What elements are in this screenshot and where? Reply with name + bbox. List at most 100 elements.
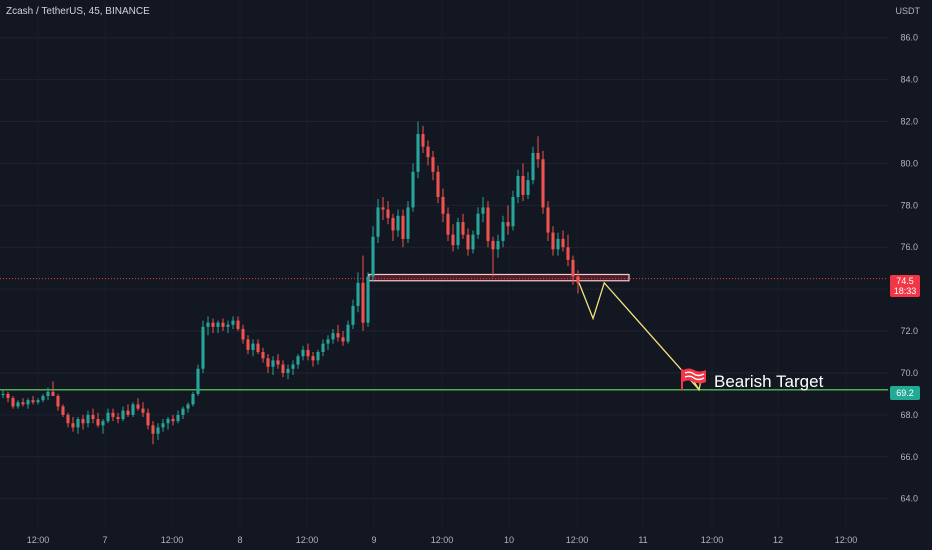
- candle-body: [146, 412, 150, 426]
- candle-body: [341, 337, 345, 342]
- candle-body: [96, 419, 100, 426]
- candle-body: [571, 259, 575, 277]
- chart-title: Zcash / TetherUS, 45, BINANCE: [6, 6, 150, 17]
- candle-body: [541, 159, 545, 208]
- candle-countdown: 18:33: [893, 286, 917, 296]
- x-tick-label: 11: [638, 535, 647, 545]
- current-price-tag: 74.5 18:33: [890, 275, 920, 297]
- candle-body: [481, 207, 485, 214]
- candle-body: [286, 368, 290, 373]
- currency-unit: USDT: [895, 6, 921, 16]
- y-tick-label: 82.0: [900, 117, 918, 127]
- candle-body: [216, 322, 220, 327]
- candle-body: [181, 408, 185, 415]
- candle-body: [576, 276, 580, 283]
- candle-body: [486, 207, 490, 241]
- candle-body: [301, 349, 305, 357]
- candle-body: [191, 393, 195, 405]
- candle-body: [226, 324, 230, 327]
- candle-body: [316, 352, 320, 361]
- candle-body: [446, 213, 450, 235]
- candle-body: [126, 410, 130, 415]
- candle-body: [241, 328, 245, 340]
- candle-body: [526, 180, 530, 195]
- x-tick-label: 12:00: [296, 535, 319, 545]
- candle-body: [296, 356, 300, 365]
- candle-body: [566, 247, 570, 260]
- x-tick-label: 12: [773, 535, 783, 545]
- candle-body: [376, 207, 380, 237]
- candle-body: [471, 234, 475, 250]
- candle-body: [496, 240, 500, 250]
- candle-body: [426, 146, 430, 158]
- candle-body: [161, 423, 165, 428]
- x-tick-label: 12:00: [835, 535, 858, 545]
- target-price-tag: 69.2: [890, 386, 920, 400]
- candle-body: [251, 343, 255, 350]
- x-tick-label: 12:00: [701, 535, 724, 545]
- candle-body: [466, 234, 470, 250]
- candle-body: [36, 400, 40, 403]
- candle-body: [391, 217, 395, 231]
- candle-body: [46, 391, 50, 396]
- candle-body: [256, 343, 260, 352]
- candle-body: [231, 320, 235, 325]
- candle-body: [356, 282, 360, 306]
- candle-body: [66, 414, 70, 424]
- candle-body: [156, 427, 160, 434]
- resistance-zone-box: [368, 273, 630, 282]
- x-tick-label: 7: [102, 535, 107, 545]
- candle-body: [421, 134, 425, 147]
- candle-body: [411, 171, 415, 208]
- candle-body: [41, 396, 45, 401]
- candle-body: [151, 425, 155, 434]
- candle-body: [431, 157, 435, 172]
- candle-body: [501, 222, 505, 241]
- candles: [1, 121, 580, 445]
- y-tick-label: 80.0: [900, 158, 918, 168]
- y-tick-label: 86.0: [900, 33, 918, 43]
- candle-body: [101, 421, 105, 426]
- candle-body: [346, 324, 350, 342]
- candle-body: [131, 404, 135, 415]
- candle-body: [86, 414, 90, 424]
- candle-body: [361, 282, 365, 323]
- y-tick-label: 66.0: [900, 452, 918, 462]
- candle-body: [211, 322, 215, 327]
- candle-body: [336, 333, 340, 338]
- candle-body: [531, 152, 535, 181]
- candle-body: [141, 408, 145, 413]
- candle-body: [266, 358, 270, 367]
- candle-body: [321, 343, 325, 352]
- candle-body: [326, 339, 330, 344]
- candle-body: [516, 176, 520, 197]
- y-tick-label: 72.0: [900, 326, 918, 336]
- candle-body: [561, 238, 565, 248]
- candle-body: [396, 215, 400, 231]
- candle-body: [476, 213, 480, 235]
- y-tick-label: 78.0: [900, 200, 918, 210]
- candle-body: [121, 410, 125, 420]
- candle-body: [71, 423, 75, 428]
- candle-body: [26, 400, 30, 405]
- candle-body: [451, 234, 455, 246]
- resistance-zone: [368, 273, 630, 282]
- candle-body: [281, 364, 285, 373]
- candle-body: [236, 320, 240, 329]
- candle-body: [381, 207, 385, 210]
- candle-body: [491, 240, 495, 250]
- candle-body: [246, 339, 250, 350]
- candle-body: [106, 412, 110, 422]
- candle-body: [261, 352, 265, 359]
- candle-body: [1, 393, 5, 395]
- candle-body: [546, 207, 550, 233]
- candle-body: [171, 419, 175, 422]
- candle-body: [206, 322, 210, 327]
- candle-body: [196, 368, 200, 394]
- candle-body: [276, 360, 280, 365]
- candle-body: [16, 402, 20, 407]
- candle-body: [201, 326, 205, 369]
- y-axis: 64.066.068.070.072.074.076.078.080.082.0…: [900, 33, 918, 504]
- y-tick-label: 68.0: [900, 410, 918, 420]
